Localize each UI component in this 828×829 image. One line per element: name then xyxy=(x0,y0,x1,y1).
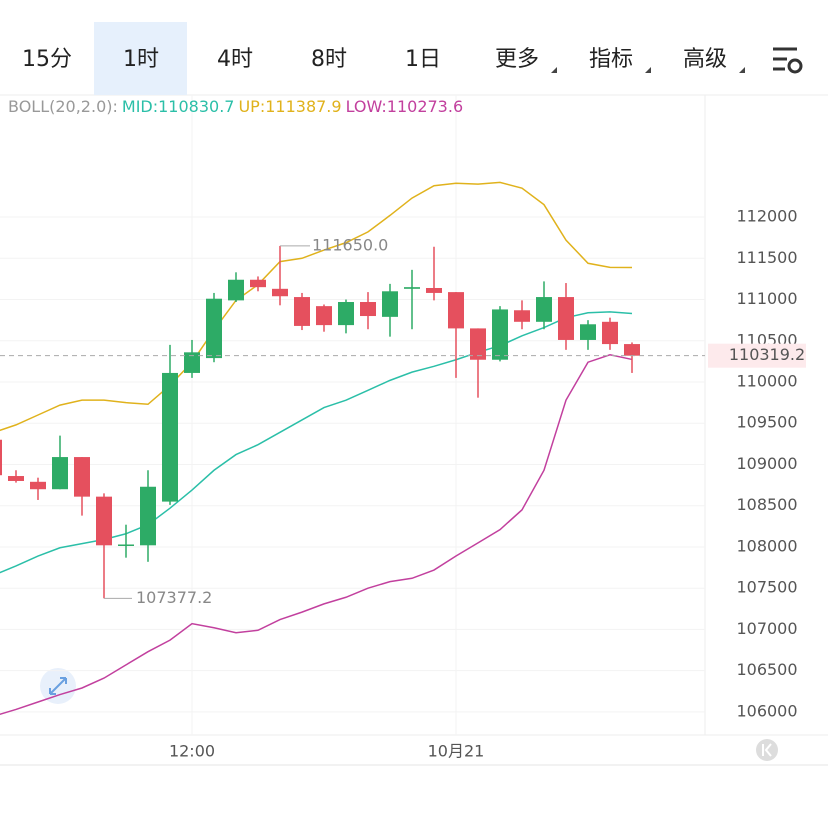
candle-body xyxy=(404,287,420,289)
y-tick-label: 107500 xyxy=(736,578,797,597)
candle-body xyxy=(580,324,596,340)
candle-body xyxy=(470,328,486,360)
candle-body xyxy=(448,292,464,329)
y-tick-label: 109500 xyxy=(736,413,797,432)
candle-body xyxy=(96,496,112,546)
candle-body xyxy=(74,457,90,497)
candle-body xyxy=(624,344,640,356)
y-tick-label: 106500 xyxy=(736,660,797,679)
candle-body xyxy=(316,306,332,326)
y-tick-label: 106000 xyxy=(736,701,797,720)
candle-body xyxy=(272,288,288,297)
dropdown-arrow xyxy=(645,67,651,73)
x-tick-label: 10月21 xyxy=(428,742,485,761)
y-tick-label: 111500 xyxy=(736,248,797,267)
candle-body xyxy=(118,544,134,546)
candle-body xyxy=(250,279,266,288)
candle-body xyxy=(338,302,354,326)
scroll-end-icon[interactable] xyxy=(756,739,778,761)
tab[interactable]: 4时 xyxy=(217,47,253,72)
tab[interactable]: 15分 xyxy=(22,47,72,72)
boll-mid-line xyxy=(0,311,633,574)
y-tick-label: 108500 xyxy=(736,495,797,514)
dropdown-arrow xyxy=(551,67,557,73)
selected-tab-bg xyxy=(94,22,187,95)
candle-body xyxy=(294,297,310,326)
up-legend: UP:111387.9 xyxy=(238,97,342,116)
low-legend: LOW:110273.6 xyxy=(345,97,464,116)
candle-body xyxy=(0,439,2,476)
y-tick-label: 108000 xyxy=(736,536,797,555)
tab[interactable]: 高级 xyxy=(683,47,727,72)
candle-body xyxy=(514,310,530,322)
last-price-tag xyxy=(708,343,806,368)
boll-up-line xyxy=(0,181,633,432)
candle-body xyxy=(492,309,508,360)
candle-body xyxy=(162,372,178,502)
y-tick-label: 112000 xyxy=(736,207,797,226)
candle-body xyxy=(8,476,24,481)
indicator-legend: BOLL(20,2.0): MID:110830.7 UP:111387.9 LOW:… xyxy=(8,97,467,116)
plot xyxy=(0,181,640,716)
candle-body xyxy=(184,352,200,373)
tab[interactable]: 更多 xyxy=(495,47,539,72)
candle-body xyxy=(30,481,46,490)
candle-body xyxy=(536,297,552,322)
low-annotation: 107377.2 xyxy=(136,588,212,607)
candle-body xyxy=(228,279,244,301)
candle-body xyxy=(52,457,68,490)
candle-body xyxy=(140,486,156,546)
candle-body xyxy=(602,321,618,345)
expand-icon[interactable] xyxy=(40,668,76,704)
candle-body xyxy=(426,287,442,293)
tab[interactable]: 8时 xyxy=(311,47,347,72)
settings-icon[interactable] xyxy=(773,47,803,74)
mid-legend: MID:110830.7 xyxy=(121,97,235,116)
tab[interactable]: 指标 xyxy=(589,47,633,72)
y-tick-label: 107000 xyxy=(736,619,797,638)
high-annotation: 111650.0 xyxy=(312,235,388,254)
candle-body xyxy=(382,291,398,317)
tab[interactable]: 1时 xyxy=(123,47,159,72)
y-tick-label: 111000 xyxy=(736,289,797,308)
last-price-label: 110319.2 xyxy=(729,345,805,364)
dropdown-arrow xyxy=(739,67,745,73)
tab[interactable]: 1日 xyxy=(405,47,441,72)
candle-body xyxy=(558,297,574,340)
x-tick-label: 12:00 xyxy=(169,742,215,761)
indicator-name: BOLL(20,2.0): xyxy=(8,97,118,116)
boll-low-line xyxy=(0,354,633,716)
candle-body xyxy=(206,298,222,359)
y-tick-label: 109000 xyxy=(736,454,797,473)
y-tick-label: 110000 xyxy=(736,372,797,391)
candle-body xyxy=(360,302,376,317)
